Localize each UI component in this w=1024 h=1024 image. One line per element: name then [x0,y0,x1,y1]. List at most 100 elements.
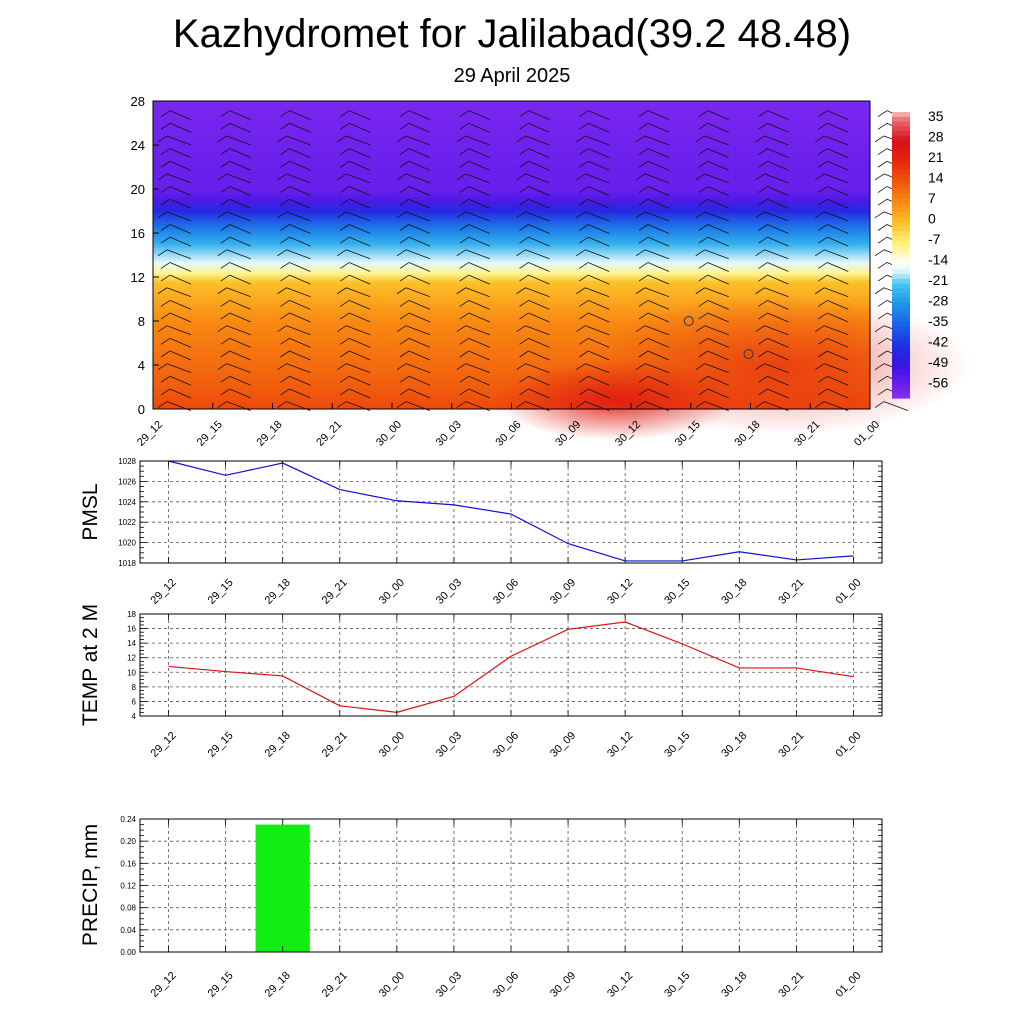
colorbar-box [892,150,910,156]
temp-2m-y-axis-label: TEMP at 2 M [79,604,102,726]
wind-barb-flag [399,236,410,244]
wind-barb-staff [827,350,849,361]
wind-barb-staff [528,122,550,133]
colorbar-box [892,250,910,256]
wind-barb-staff [468,122,490,133]
wind-barb-staff [767,160,789,171]
wind-barb-staff [767,224,789,234]
pmsl-x-tick-label: 01_00 [833,577,863,607]
wind-barb-flag [638,350,649,358]
wind-barb-flag [818,262,828,269]
precip-y-tick-label: 0.04 [120,926,136,935]
wind-barb-staff [707,274,729,285]
wind-barb-flag [519,224,529,231]
wind-barb-flag [277,363,287,370]
page-title: Kazhydromet for Jalilabad(39.2 48.48) [172,12,852,56]
wind-barb-flag [516,249,526,257]
wind-barb-flag [758,350,768,358]
wind-barb-flag [638,274,649,282]
colorbar-box [892,388,910,394]
wind-barb-staff [286,211,311,222]
colorbar-box [892,321,910,328]
wind-barb-staff [647,186,670,196]
wind-barb-staff [408,110,431,121]
wind-barb-flag [755,249,765,257]
wind-barb-flag [160,148,171,155]
colorbar-box [892,231,910,237]
colorbar-box [892,378,910,385]
wind-barb-staff [704,287,729,298]
wind-barb-staff [465,135,490,146]
wind-barb-staff [767,122,789,133]
colorbar-box [892,345,910,351]
wind-barb-flag [695,401,705,408]
wind-barb-staff [647,312,670,323]
temp-2m-x-tick-label: 01_00 [833,730,863,760]
colorbar-box [892,216,910,223]
pmsl-y-tick-label: 1020 [118,539,136,548]
wind-barb-staff [588,262,610,272]
wind-barb-staff [349,350,371,361]
wind-barb-flag [340,224,350,231]
colorbar-label: -49 [928,354,948,370]
wind-barb-staff [229,350,251,361]
wind-barb-staff [289,198,311,209]
temp-2m-y-tick-label: 8 [132,683,137,692]
wind-barb-staff [528,148,550,158]
wind-barb-flag [340,186,350,193]
colorbar-label: 14 [928,170,944,186]
wind-barb-staff [767,337,789,348]
wind-barb-flag [638,236,649,244]
wind-barb-staff [229,337,251,348]
wind-barb-staff [588,122,610,133]
colorbar-box [892,302,910,309]
wind-barb-flag [638,224,649,231]
wind-barb-flag [698,300,708,307]
wind-barb-flag [579,224,589,231]
wind-barb-flag [877,312,888,320]
wind-barb-flag [160,388,171,396]
wind-barb-flag [815,135,825,143]
wind-barb-staff [349,122,371,133]
wind-barb-staff [286,363,311,374]
wind-barb-flag [695,135,705,143]
wind-barb-staff [707,388,729,399]
wind-barb-staff [704,363,729,374]
pmsl-x-tick-label: 29_12 [149,577,179,607]
colorbar-label: 0 [928,211,936,227]
wind-barb-staff [767,300,789,310]
wind-barb-flag [399,262,410,269]
wind-barb-staff [468,375,490,386]
heatmap-x-tick-label: 29_12 [135,419,165,449]
pmsl-y-tick-label: 1028 [118,457,136,466]
wind-barb-flag [519,122,529,130]
wind-barb-staff [289,148,311,158]
wind-barb-staff [169,312,192,323]
wind-barb-flag [396,401,407,408]
heatmap-x-tick-label: 29_21 [314,419,344,449]
wind-barb-staff [767,388,789,399]
wind-barb-staff [647,148,670,158]
wind-barb-staff [169,122,192,133]
wind-barb-flag [456,325,466,333]
colorbar-box [892,164,910,170]
wind-barb-staff [764,363,789,374]
wind-barb-flag [874,363,885,370]
wind-barb-flag [337,249,347,257]
wind-barb-staff [349,198,371,209]
temp-2m-x-tick-label: 30_00 [377,730,407,760]
wind-barb-staff [644,135,670,146]
wind-barb-flag [818,388,828,396]
wind-barb-staff [166,325,192,336]
precip-x-tick-label: 29_18 [263,970,293,1000]
wind-barb-staff [346,325,371,336]
wind-barb-flag [638,160,649,168]
wind-barb-flag [396,363,407,370]
wind-barb-staff [827,122,849,133]
colorbar-box [892,178,910,185]
wind-barb-staff [226,211,251,222]
wind-barb-flag [399,388,410,396]
colorbar-label: -7 [928,231,941,247]
wind-barb-staff [585,287,610,298]
heatmap-x-tick-label: 29_18 [255,419,285,449]
